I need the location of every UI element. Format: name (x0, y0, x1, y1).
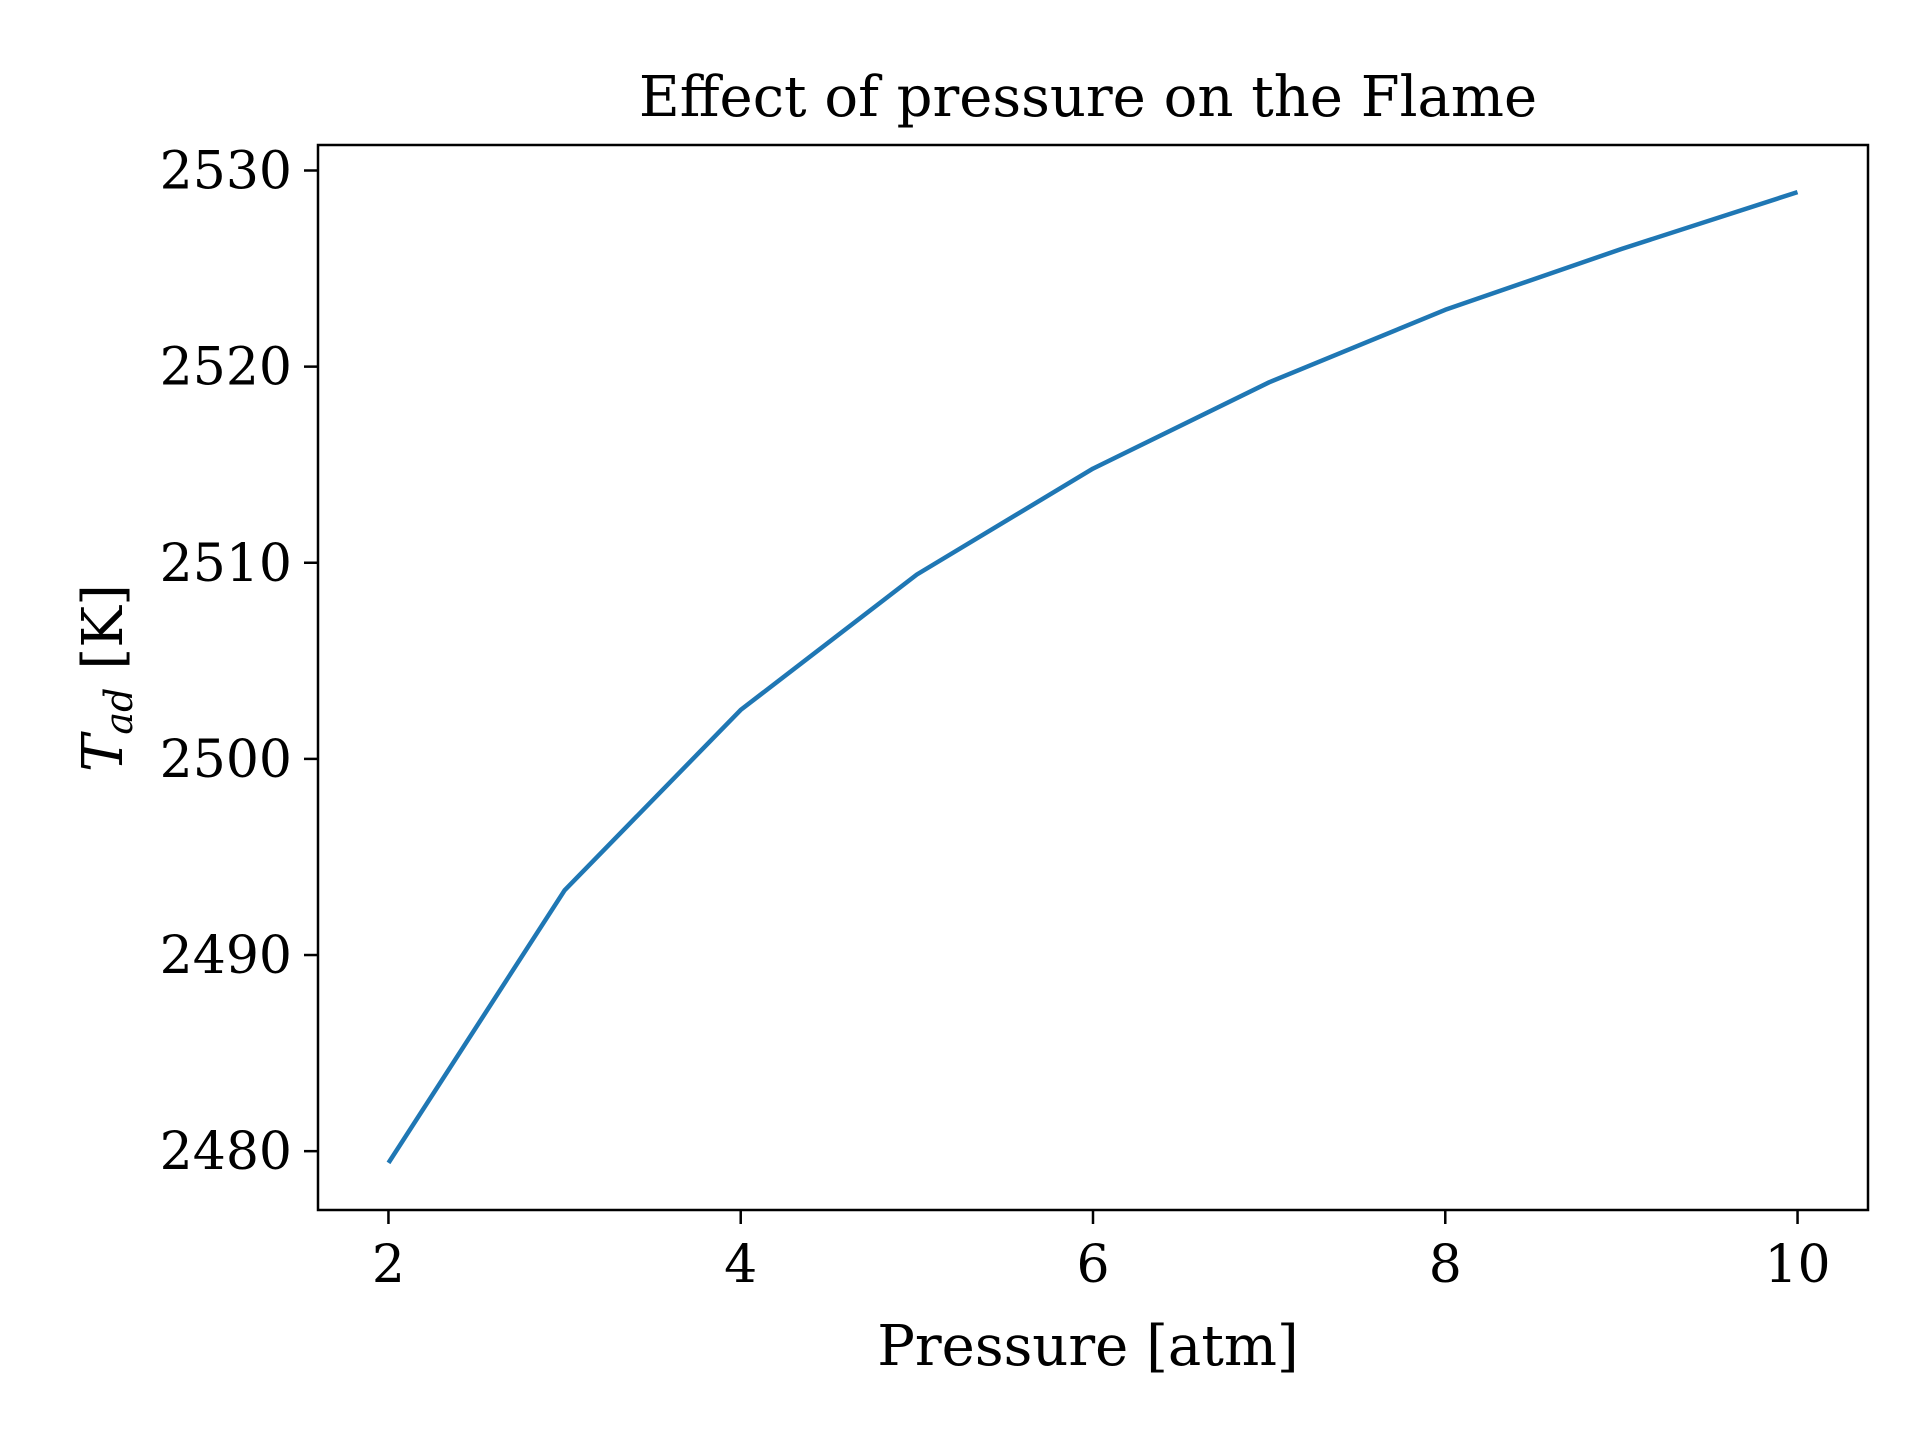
x-tick-label-3: 8 (1429, 1235, 1462, 1295)
y-axis: 2480 2490 2500 2510 2520 2530 (160, 141, 318, 1182)
y-axis-label-unit: [K] (71, 584, 136, 670)
series-line-0 (386, 189, 1799, 1165)
x-axis: 2 4 6 8 10 (372, 1210, 1831, 1295)
y-axis-label-symbol: T (71, 731, 136, 772)
x-tick-label-2: 6 (1076, 1235, 1109, 1295)
x-axis-label: Pressure [atm] (877, 1314, 1299, 1379)
y-tick-label-2: 2500 (160, 730, 292, 790)
y-tick-label-1: 2490 (160, 926, 292, 986)
y-tick-label-5: 2530 (160, 141, 292, 201)
x-tick-label-4: 10 (1764, 1235, 1830, 1295)
y-tick-label-4: 2520 (160, 338, 292, 398)
y-tick-label-0: 2480 (160, 1122, 292, 1182)
y-axis-label-subscript: ad (97, 688, 141, 735)
x-tick-label-1: 4 (724, 1235, 757, 1295)
x-tick-label-0: 2 (372, 1235, 405, 1295)
series-layer (386, 189, 1799, 1165)
y-tick-label-3: 2510 (160, 534, 292, 594)
chart-title: Effect of pressure on the Flame (639, 65, 1537, 130)
plot-frame (316, 143, 1870, 1212)
y-axis-label: Tad [K] (71, 584, 141, 772)
